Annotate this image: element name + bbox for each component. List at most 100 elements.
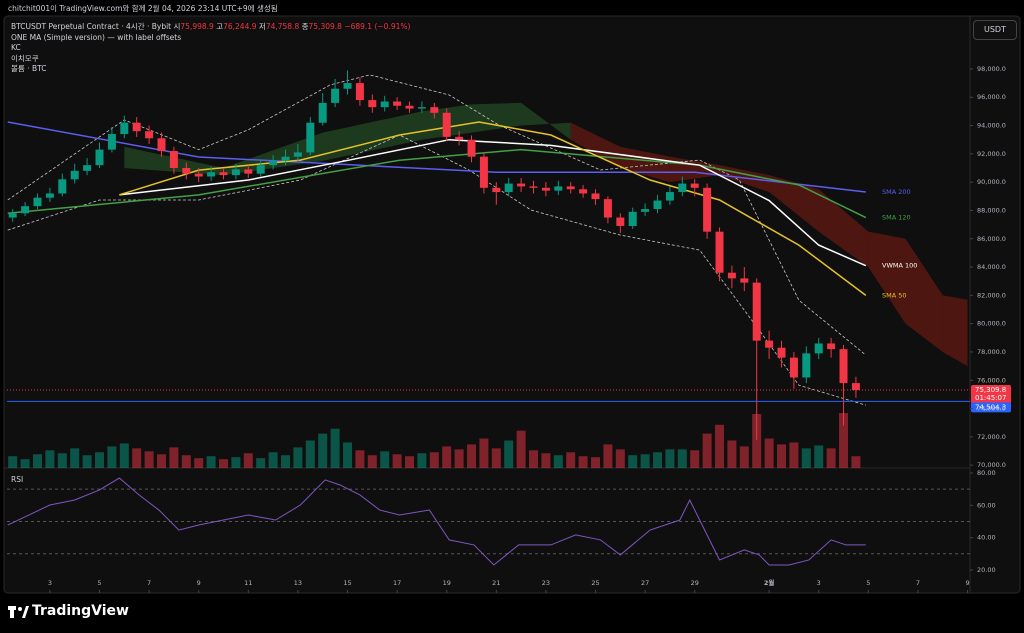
volume-bar (281, 455, 291, 468)
candle-body (293, 152, 302, 157)
candle-body (107, 134, 116, 150)
candle-body (169, 151, 178, 168)
volume-bar (553, 455, 563, 468)
volume-bar (801, 448, 811, 468)
candle-body (231, 169, 240, 176)
ma-label: SMA 200 (882, 188, 911, 196)
candle-body (380, 101, 389, 108)
candle-body (603, 199, 612, 218)
candle-body (752, 282, 761, 341)
candle-body (591, 193, 600, 200)
logo-icon (8, 606, 29, 618)
ma-label: VWMA 100 (882, 262, 917, 270)
volume-bar (479, 438, 489, 468)
ohlc-label: 시 (173, 22, 181, 31)
candle-body (529, 186, 538, 188)
candle-body (256, 165, 265, 174)
volume-bar (305, 440, 315, 468)
last-price-label: 75,309.8 (975, 386, 1006, 394)
volume-bar (169, 447, 179, 468)
currency-button[interactable]: USDT (973, 20, 1017, 40)
candle-body (690, 183, 699, 188)
rsi-tick-label: 40.00 (977, 534, 996, 542)
candle-body (641, 209, 650, 212)
ma-line (119, 121, 867, 296)
volume-bar (107, 446, 117, 468)
legend-title: BTCUSDT Perpetual Contract · 4시간 · Bybit (11, 22, 172, 31)
candle-body (777, 347, 786, 358)
candle-body (839, 349, 848, 384)
volume-bar (715, 424, 725, 468)
volume-bar (119, 443, 129, 468)
kc-band (7, 74, 867, 356)
candle-body (21, 206, 30, 214)
countdown-label: 01:45:07 (975, 394, 1006, 402)
x-tick-label: 9 (197, 579, 201, 587)
candle-body (541, 187, 550, 191)
candle-body (492, 187, 501, 193)
volume-bar (826, 448, 836, 468)
x-tick-label: 15 (343, 579, 351, 587)
ichimoku-cloud (868, 231, 906, 324)
volume-bar (95, 452, 105, 468)
volume-bar (529, 450, 539, 468)
candle-body (120, 122, 129, 135)
volume-bar (20, 459, 30, 468)
candle-body (269, 160, 278, 166)
chart-frame (3, 15, 1021, 594)
candle-body (393, 101, 402, 106)
volume-bar (640, 454, 650, 468)
candle-body (281, 156, 290, 161)
y-tick-label: 94,000.0 (977, 122, 1006, 130)
volume-bar (467, 444, 477, 468)
candle-body (219, 172, 228, 176)
volume-bar (677, 449, 687, 468)
volume-bar (653, 452, 663, 468)
volume-bar (777, 444, 787, 468)
volume-bar (144, 451, 154, 468)
volume-bar (33, 454, 43, 468)
x-tick-label: 3 (48, 579, 52, 587)
x-tick-label: 7 (916, 579, 920, 587)
candle-body (355, 83, 364, 101)
ohlc-value: 75,309.8 (308, 22, 342, 31)
y-tick-label: 92,000.0 (977, 150, 1006, 158)
volume-bar (70, 448, 80, 468)
volume-bar (392, 454, 402, 468)
x-tick-label: 5 (866, 579, 870, 587)
candle-body (343, 83, 352, 89)
volume-bar (839, 413, 849, 468)
volume-bar (702, 433, 712, 468)
candle-body (244, 169, 253, 174)
candle-body (318, 102, 327, 123)
volume-bar (752, 413, 762, 468)
rsi-tick-label: 80.00 (977, 469, 996, 477)
volume-bar (814, 445, 824, 468)
volume-bar (739, 446, 749, 468)
x-tick-label: 9 (965, 579, 969, 587)
y-tick-label: 80,000.0 (977, 320, 1006, 328)
y-tick-label: 86,000.0 (977, 235, 1006, 243)
volume-bar (82, 455, 92, 468)
volume-bar (243, 453, 253, 468)
indicator-label: ONE MA (Simple version) — with label off… (11, 32, 182, 42)
volume-bar (355, 450, 365, 468)
volume-bar (268, 452, 278, 468)
volume-bar (206, 456, 216, 468)
indicator-label: KC (11, 43, 21, 52)
volume-bar (628, 455, 638, 468)
volume-bar (615, 449, 625, 468)
ma-label: SMA 120 (882, 214, 911, 222)
candle-body (145, 131, 154, 139)
volume-bar (429, 452, 439, 468)
indicator-label: 볼륨 · BTC (11, 64, 47, 73)
ohlc-value: 74,758.8 (265, 22, 300, 31)
x-tick-label: 2월 (764, 578, 775, 587)
candle-body (814, 343, 823, 354)
candle-body (678, 183, 687, 193)
x-tick-label: 25 (591, 579, 599, 587)
volume-bar (454, 449, 464, 468)
ichimoku-cloud (905, 238, 943, 352)
candle-body (33, 197, 42, 207)
x-tick-label: 5 (97, 579, 101, 587)
